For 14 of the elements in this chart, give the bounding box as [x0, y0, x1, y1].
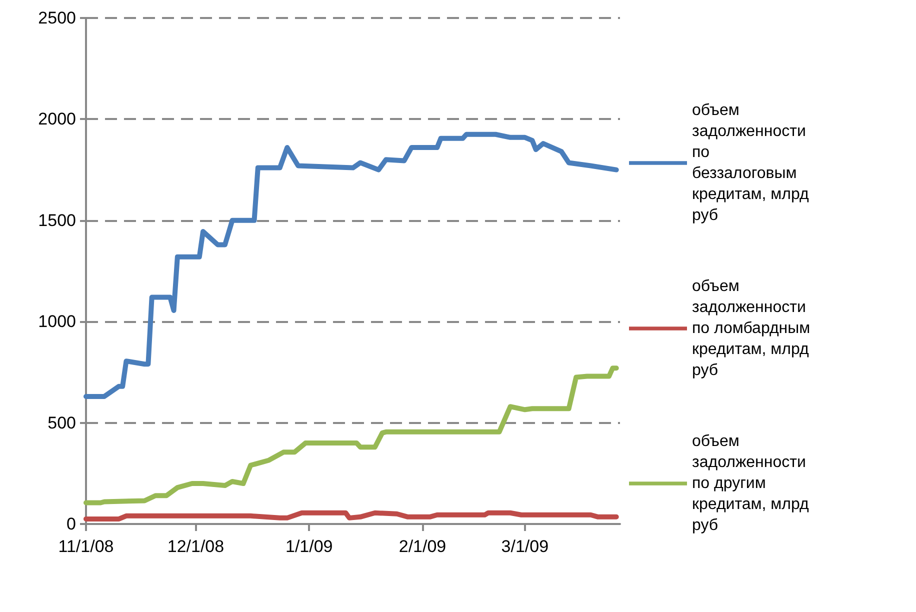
y-tick-label: 500: [48, 413, 76, 432]
y-tick-label: 2000: [38, 110, 76, 129]
x-tick-label: 11/1/08: [58, 537, 114, 556]
y-tick-label: 0: [66, 514, 76, 534]
x-tick-label: 1/1/09: [285, 537, 333, 556]
x-tick-label: 3/1/09: [501, 537, 549, 556]
legend-label: объем задолженности по ломбардным кредитам, млрд руб: [692, 278, 815, 379]
x-tick-label: 12/1/08: [167, 537, 224, 556]
y-tick-label: 1000: [38, 312, 76, 332]
x-tick-label: 2/1/09: [398, 537, 446, 556]
legend-label: объем задолженности по другим кредитам, млрд руб: [692, 433, 814, 534]
y-tick-label: 2500: [38, 8, 76, 28]
legend-label: объем задолженности по беззалоговым кредитам, млрд руб: [692, 102, 814, 224]
y-tick-label: 1500: [38, 210, 76, 230]
